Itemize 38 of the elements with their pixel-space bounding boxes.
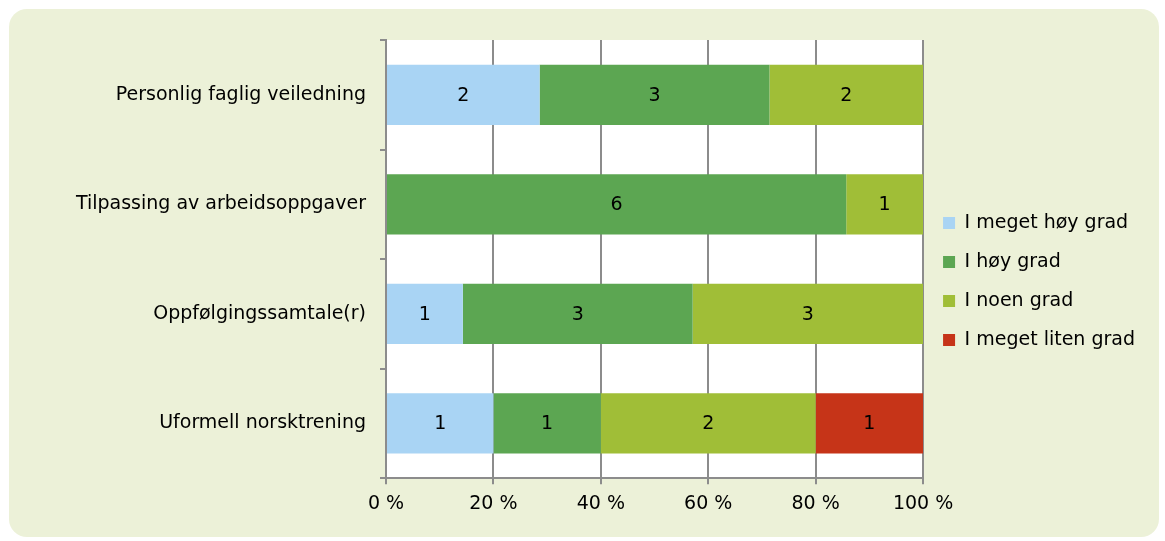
annotation: 2 [840,82,853,105]
legend-label: I meget høy grad [964,209,1129,232]
bar [539,64,770,125]
bar [493,393,601,454]
annotation: 1 [541,411,554,434]
bar [387,283,463,344]
y-tick-label: Personlig faglig veiledning [115,81,366,104]
annotation: 2 [457,82,470,105]
bar [387,64,540,125]
legend-label: I meget liten grad [964,326,1135,349]
annotation: 3 [571,301,584,324]
annotation: 3 [801,301,814,324]
annotation: 1 [878,192,891,215]
bar [387,174,847,235]
annotation: 2 [702,411,715,434]
annotation: 1 [418,301,431,324]
bar [692,283,924,344]
x-tick-label: 0 % [367,490,405,513]
x-tick-label: 20 % [469,490,518,513]
bar [846,174,924,235]
bar [600,393,816,454]
bar [387,393,494,454]
y-tick-label: Oppfølgingssamtale(r) [153,300,366,323]
y-tick-label: Tilpassing av arbeidsoppgaver [74,191,367,214]
bar [815,393,924,454]
x-tick-label: 40 % [576,490,625,513]
bar [462,283,693,344]
annotation: 1 [863,411,876,434]
annotation: 1 [434,411,447,434]
legend-label: I noen grad [964,287,1074,310]
annotation: 6 [610,192,623,215]
annotation: 3 [648,82,661,105]
bar [769,64,924,125]
legend-label: I høy grad [964,248,1061,271]
x-tick-label: 60 % [684,490,733,513]
y-tick-label: Uformell norsktrening [159,410,366,433]
x-tick-label: 80 % [791,490,840,513]
x-tick-label: 100 % [892,490,954,513]
